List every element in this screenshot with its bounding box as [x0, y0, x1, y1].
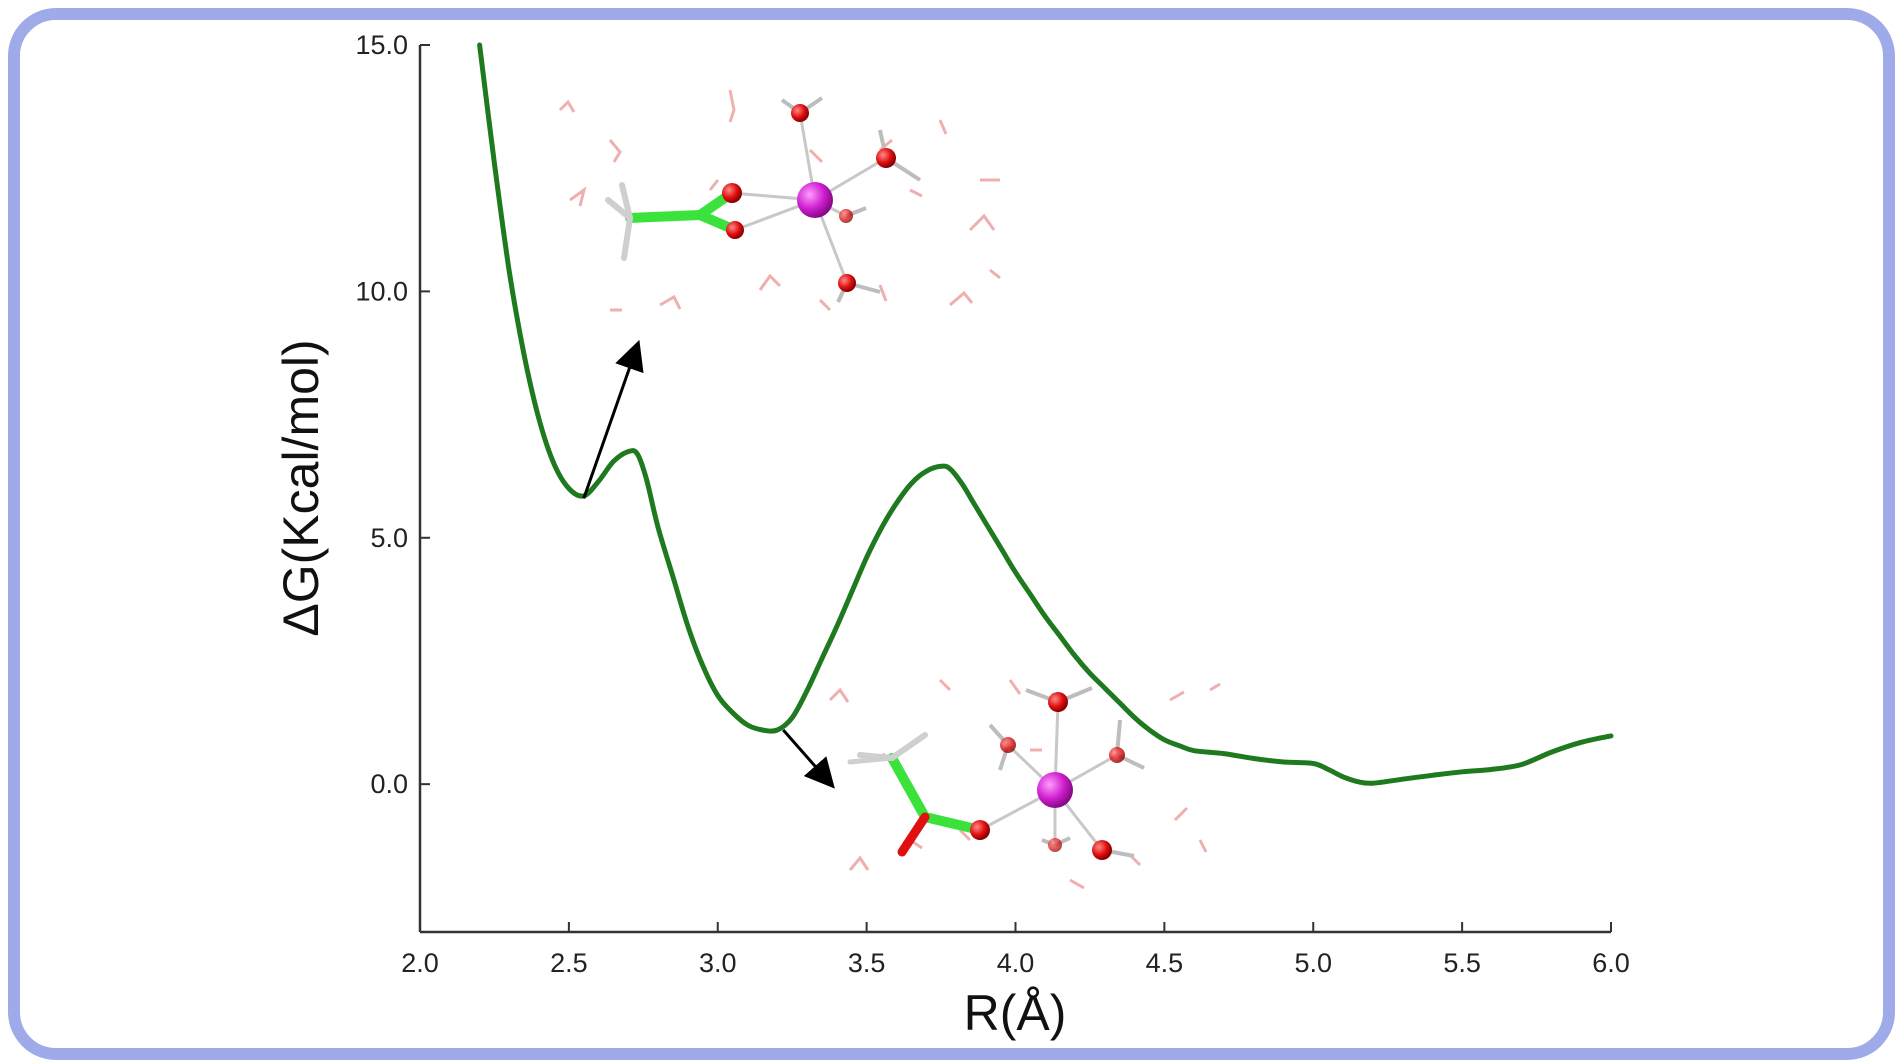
- oxygen-atom: [1048, 838, 1062, 852]
- x-tick-label: 6.0: [1592, 948, 1630, 978]
- y-axis-title: ΔG(Kcal/mol): [273, 339, 329, 636]
- x-tick-label: 3.0: [699, 948, 737, 978]
- oxygen-atom: [791, 104, 809, 122]
- oxygen-atom: [1092, 840, 1112, 860]
- x-tick-label: 4.5: [1146, 948, 1184, 978]
- water-molecules: [828, 678, 1221, 890]
- water-hydrogens: [988, 686, 1145, 858]
- x-tick-label: 2.0: [401, 948, 439, 978]
- axes: [418, 45, 1611, 934]
- y-ticks: 0.0 5.0 10.0 15.0: [355, 30, 430, 799]
- oxygen-atom: [876, 148, 896, 168]
- water-molecules: [558, 89, 1001, 312]
- annotation-arrow: [582, 339, 644, 499]
- y-tick-label: 0.0: [370, 769, 408, 799]
- oxygen-atom: [722, 183, 742, 203]
- annotation-arrow: [782, 728, 835, 789]
- acetate-ligand: [605, 182, 740, 261]
- x-tick-label: 4.0: [997, 948, 1035, 978]
- solvent-separated-structure: [828, 678, 1221, 890]
- annotation-arrows: [582, 339, 835, 789]
- oxygen-atom: [970, 820, 990, 840]
- x-tick-label: 5.0: [1294, 948, 1332, 978]
- series-layer: [477, 42, 1614, 786]
- oxygen-atom: [1000, 737, 1016, 753]
- contact-ion-pair-structure: [558, 89, 1001, 312]
- x-axis-title: R(Å): [964, 985, 1067, 1041]
- metal-ion: [1037, 772, 1073, 808]
- x-tick-label: 2.5: [550, 948, 588, 978]
- x-tick-label: 3.5: [848, 948, 886, 978]
- oxygen-atom: [838, 274, 856, 292]
- x-ticks: 2.0 2.5 3.0 3.5 4.0 4.5 5.0 5.5 6.0: [401, 922, 1630, 978]
- metal-ion: [797, 182, 833, 218]
- acetate-ligand: [847, 732, 985, 857]
- y-tick-label: 15.0: [355, 30, 408, 60]
- y-tick-label: 10.0: [355, 276, 408, 306]
- oxygen-atom: [726, 221, 744, 239]
- figure-frame: [8, 8, 1895, 1060]
- oxygen-atom: [1048, 692, 1068, 712]
- oxygen-atom: [1109, 747, 1125, 763]
- free-energy-curve: [477, 42, 1614, 786]
- y-tick-label: 5.0: [370, 523, 408, 553]
- oxygen-atom: [839, 209, 853, 223]
- x-tick-label: 5.5: [1443, 948, 1481, 978]
